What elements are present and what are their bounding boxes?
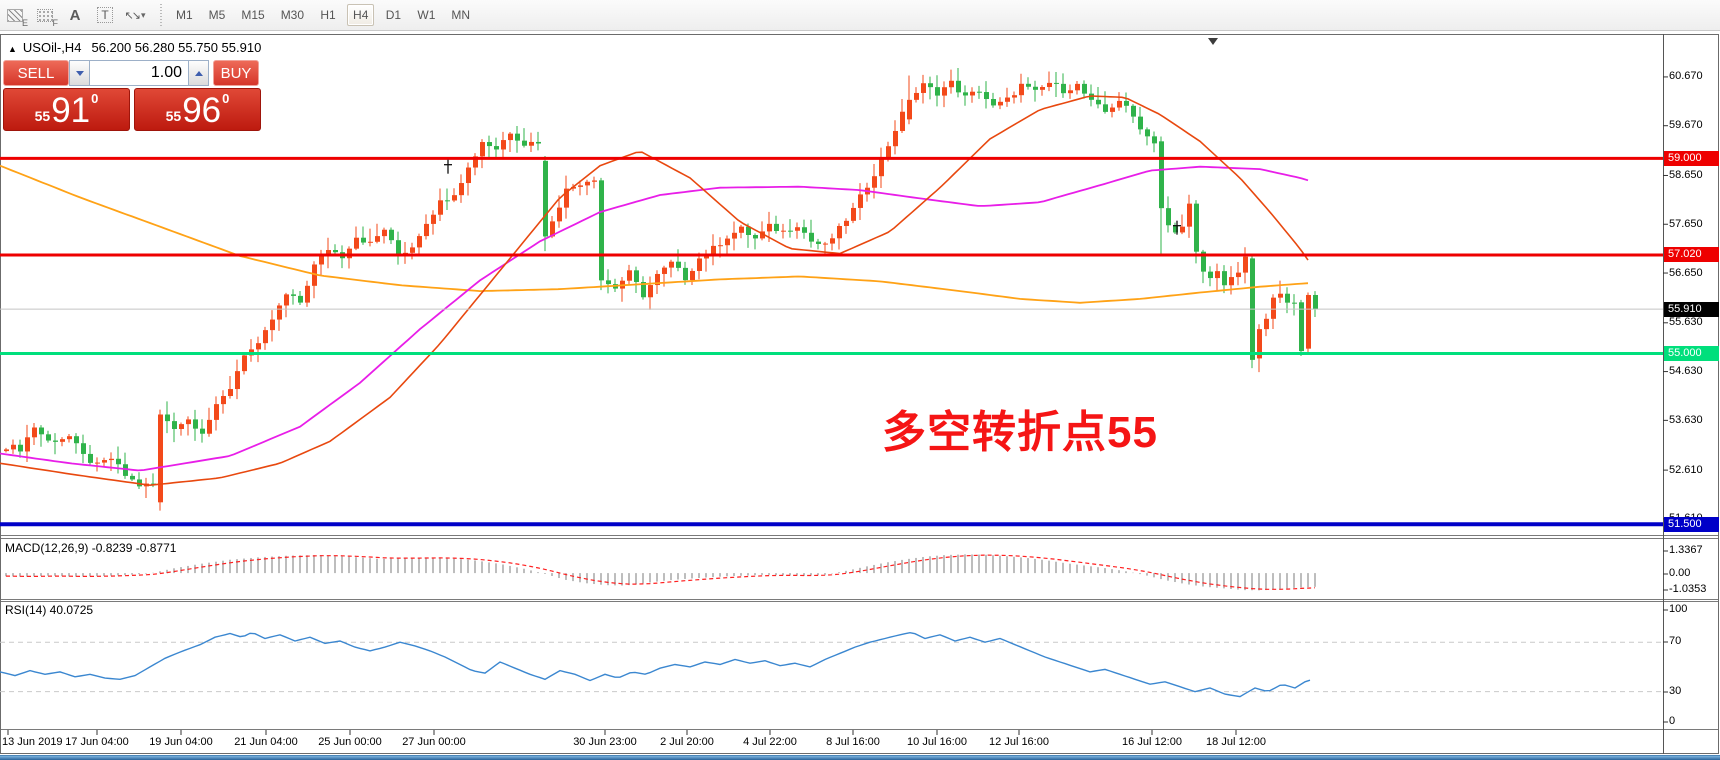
volume-decrease-button[interactable] xyxy=(69,60,90,86)
timeframe-button-h1[interactable]: H1 xyxy=(320,8,336,22)
timeframe-button-h4[interactable]: H4 xyxy=(347,4,375,26)
equidistant-channel-icon[interactable]: E xyxy=(2,3,28,28)
timeframe-button-m15[interactable]: M15 xyxy=(241,8,265,22)
timeframe-button-m30[interactable]: M30 xyxy=(280,8,305,22)
down-triangle-icon xyxy=(75,70,84,76)
timeframe-button-d1[interactable]: D1 xyxy=(385,8,402,22)
sell-price-big: 91 xyxy=(51,91,91,130)
drawing-tools-group: E F A T ↖↘ ▾ xyxy=(0,3,150,28)
buy-button[interactable]: BUY xyxy=(213,60,259,86)
macd-histogram-layer xyxy=(5,554,1316,591)
timeframe-button-m5[interactable]: M5 xyxy=(208,8,226,22)
axis-ticks-layer xyxy=(7,76,1668,735)
buy-price-display[interactable]: 55 96 0 xyxy=(134,88,261,131)
timeframe-buttons-group: M1 M5 M15 M30 H1 H4 D1 W1 MN xyxy=(168,4,478,26)
cursor-arrows-icon[interactable]: ↖↘ ▾ xyxy=(124,9,146,22)
toolbar: E F A T ↖↘ ▾ M1 M5 M15 M30 H1 H4 D1 W1 MN xyxy=(0,0,1720,31)
buy-price-small: 55 xyxy=(165,108,182,124)
terminal-panel-edge xyxy=(0,755,1720,760)
chart-window[interactable] xyxy=(0,34,1719,754)
volume-increase-button[interactable] xyxy=(188,60,209,86)
textbox-icon[interactable]: T xyxy=(92,3,118,27)
timeframe-button-m1[interactable]: M1 xyxy=(176,8,193,22)
timeframe-button-w1[interactable]: W1 xyxy=(417,8,436,22)
ma-mid-magenta-line xyxy=(0,165,1309,472)
candles-layer xyxy=(4,67,1318,511)
toolbar-separator xyxy=(160,4,162,26)
volume-input[interactable] xyxy=(90,60,188,86)
sell-price-sup: 0 xyxy=(91,91,99,106)
sell-price-display[interactable]: 55 91 0 xyxy=(3,88,130,131)
text-label-icon[interactable]: A xyxy=(69,6,81,24)
sell-price-small: 55 xyxy=(34,108,51,124)
sell-button[interactable]: SELL xyxy=(3,60,69,86)
buy-price-big: 96 xyxy=(182,91,222,130)
macd-signal-line xyxy=(5,554,1316,590)
ma-slow-orange-line xyxy=(0,164,1309,304)
buy-price-sup: 0 xyxy=(222,91,230,106)
timeframe-button-mn[interactable]: MN xyxy=(451,8,471,22)
rsi-line xyxy=(0,631,1311,698)
up-triangle-icon xyxy=(194,70,203,76)
one-click-trading-panel: SELL BUY 55 91 0 55 96 0 xyxy=(3,60,261,131)
fibo-grid-icon[interactable]: F xyxy=(32,3,58,28)
